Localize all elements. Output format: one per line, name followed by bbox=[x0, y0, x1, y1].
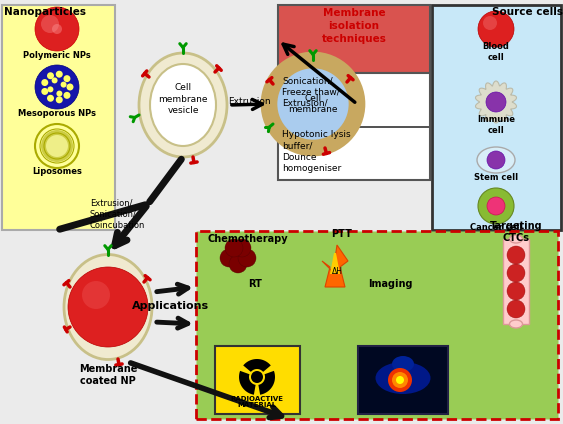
Circle shape bbox=[220, 249, 238, 267]
Circle shape bbox=[41, 15, 59, 33]
Circle shape bbox=[52, 24, 62, 34]
Circle shape bbox=[41, 130, 73, 162]
Text: Liposomes: Liposomes bbox=[32, 167, 82, 176]
Ellipse shape bbox=[139, 53, 227, 157]
Circle shape bbox=[47, 72, 54, 79]
Text: Hypotonic lysis
buffer/
Dounce
homogeniser: Hypotonic lysis buffer/ Dounce homogenis… bbox=[282, 130, 351, 173]
Text: Chemotherapy: Chemotherapy bbox=[208, 234, 288, 244]
Circle shape bbox=[487, 151, 505, 169]
Text: Source cells: Source cells bbox=[492, 7, 563, 17]
Bar bbox=[215, 346, 300, 414]
Circle shape bbox=[396, 376, 404, 384]
Text: Targeting
CTCs: Targeting CTCs bbox=[490, 221, 542, 243]
Text: Cancer cell: Cancer cell bbox=[470, 223, 522, 232]
Circle shape bbox=[35, 7, 79, 51]
Text: Polymeric NPs: Polymeric NPs bbox=[23, 50, 91, 59]
Polygon shape bbox=[257, 371, 275, 395]
Text: Imaging: Imaging bbox=[368, 279, 412, 289]
Text: Immune
cell: Immune cell bbox=[477, 115, 515, 135]
Text: Nanoparticles: Nanoparticles bbox=[4, 7, 86, 17]
Bar bbox=[278, 5, 430, 73]
Circle shape bbox=[64, 92, 70, 99]
Circle shape bbox=[41, 88, 48, 95]
Circle shape bbox=[56, 91, 62, 97]
Circle shape bbox=[35, 65, 79, 109]
Circle shape bbox=[478, 188, 514, 224]
Circle shape bbox=[269, 60, 357, 148]
Ellipse shape bbox=[376, 362, 431, 394]
Text: Stem cell: Stem cell bbox=[474, 173, 518, 182]
Ellipse shape bbox=[150, 64, 216, 146]
Polygon shape bbox=[330, 253, 340, 274]
Text: ΔH: ΔH bbox=[332, 267, 342, 276]
Circle shape bbox=[507, 282, 525, 300]
Circle shape bbox=[483, 16, 497, 30]
Circle shape bbox=[61, 81, 66, 88]
Text: Extrusion: Extrusion bbox=[227, 98, 270, 106]
Text: PTT: PTT bbox=[332, 229, 352, 239]
Text: Membrane
coated NP: Membrane coated NP bbox=[79, 364, 137, 386]
Text: Sonication/
Freeze thaw/
Extrusion/: Sonication/ Freeze thaw/ Extrusion/ bbox=[282, 76, 339, 108]
Circle shape bbox=[64, 75, 70, 82]
Circle shape bbox=[41, 79, 48, 86]
Circle shape bbox=[507, 246, 525, 264]
Circle shape bbox=[507, 300, 525, 318]
Ellipse shape bbox=[64, 254, 152, 360]
Polygon shape bbox=[476, 81, 516, 123]
Circle shape bbox=[238, 249, 256, 267]
Ellipse shape bbox=[477, 147, 515, 173]
Text: Blood
cell: Blood cell bbox=[482, 42, 510, 62]
Circle shape bbox=[225, 239, 243, 257]
Bar bbox=[2, 5, 115, 230]
Circle shape bbox=[56, 71, 62, 78]
Circle shape bbox=[47, 95, 54, 102]
Text: Cell
membrane
vesicle: Cell membrane vesicle bbox=[158, 84, 208, 114]
Text: Applications: Applications bbox=[131, 301, 208, 311]
Polygon shape bbox=[322, 245, 348, 287]
Polygon shape bbox=[243, 359, 271, 377]
Circle shape bbox=[56, 96, 62, 103]
Circle shape bbox=[82, 281, 110, 309]
Circle shape bbox=[68, 267, 148, 347]
Bar bbox=[358, 346, 448, 414]
Bar bbox=[278, 126, 430, 128]
Circle shape bbox=[487, 197, 505, 215]
Circle shape bbox=[52, 78, 57, 84]
Bar bbox=[196, 231, 558, 419]
Text: Cell
membrane: Cell membrane bbox=[288, 94, 338, 114]
Polygon shape bbox=[239, 371, 257, 395]
Bar bbox=[432, 5, 561, 230]
Bar bbox=[278, 73, 430, 180]
Circle shape bbox=[47, 86, 53, 92]
Circle shape bbox=[281, 72, 345, 136]
Circle shape bbox=[388, 368, 412, 392]
Circle shape bbox=[392, 372, 408, 388]
Circle shape bbox=[251, 371, 263, 383]
Text: Mesoporous NPs: Mesoporous NPs bbox=[18, 109, 96, 117]
Circle shape bbox=[233, 239, 251, 257]
Bar bbox=[503, 239, 529, 324]
Circle shape bbox=[507, 264, 525, 282]
Text: RT: RT bbox=[248, 279, 262, 289]
Ellipse shape bbox=[392, 356, 414, 372]
Circle shape bbox=[229, 255, 247, 273]
Text: Membrane
isolation
techniques: Membrane isolation techniques bbox=[321, 8, 386, 44]
Circle shape bbox=[66, 84, 74, 90]
Ellipse shape bbox=[510, 235, 522, 243]
Circle shape bbox=[486, 92, 506, 112]
Circle shape bbox=[478, 11, 514, 47]
Circle shape bbox=[46, 135, 68, 157]
Ellipse shape bbox=[510, 320, 522, 328]
Text: Extrusion/
Sonication/
Coincubation: Extrusion/ Sonication/ Coincubation bbox=[90, 198, 145, 230]
Text: RADIOACTIVE
MATERIAL: RADIOACTIVE MATERIAL bbox=[230, 396, 284, 408]
